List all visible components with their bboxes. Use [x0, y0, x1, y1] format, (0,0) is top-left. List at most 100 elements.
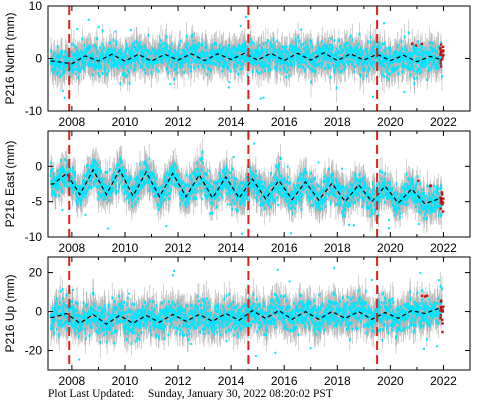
data-point: [222, 59, 225, 63]
data-point: [401, 65, 404, 69]
data-point: [187, 48, 190, 52]
flagged-point: [439, 43, 443, 46]
x-tick-label: 2018: [324, 115, 351, 129]
data-point: [324, 66, 327, 70]
data-point: [383, 59, 386, 63]
data-point: [169, 83, 172, 86]
data-point: [177, 53, 180, 57]
data-point: [401, 47, 404, 51]
data-point: [289, 48, 291, 52]
data-point: [408, 67, 411, 71]
data-point: [188, 57, 191, 61]
data-point: [65, 65, 67, 69]
data-point: [262, 42, 265, 46]
data-point: [400, 40, 403, 44]
data-point: [338, 63, 341, 67]
data-point: [174, 50, 177, 54]
data-point: [419, 67, 421, 71]
data-point: [277, 54, 280, 58]
data-point: [57, 70, 60, 74]
data-point: [127, 61, 130, 65]
data-point: [293, 62, 296, 66]
data-point: [155, 57, 158, 61]
data-point: [123, 72, 126, 76]
data-point: [365, 50, 368, 54]
data-point: [240, 49, 243, 53]
data-point: [176, 57, 179, 61]
data-point: [125, 58, 128, 62]
data-point: [217, 59, 220, 63]
data-point: [66, 59, 69, 63]
data-point: [130, 57, 133, 61]
data-point: [76, 56, 79, 60]
data-point: [167, 60, 170, 64]
data-point: [145, 48, 148, 52]
data-point: [145, 53, 148, 57]
data-point: [223, 54, 226, 58]
data-point: [260, 65, 263, 69]
data-point: [296, 54, 299, 58]
data-point: [417, 40, 420, 44]
data-point: [276, 64, 279, 68]
data-point: [266, 48, 269, 52]
data-point: [281, 56, 283, 60]
data-point: [279, 56, 282, 60]
data-point: [382, 22, 385, 25]
data-point: [186, 46, 189, 50]
data-point: [99, 46, 101, 50]
data-point: [198, 45, 201, 49]
data-point: [126, 46, 128, 50]
data-point: [231, 47, 234, 51]
data-point: [210, 69, 212, 73]
data-point: [145, 62, 148, 66]
flagged-points: [411, 42, 445, 68]
data-point: [86, 49, 89, 53]
data-point: [109, 51, 112, 55]
data-point: [412, 47, 415, 51]
data-point: [342, 60, 344, 64]
data-point: [428, 68, 431, 72]
data-point: [144, 71, 147, 75]
data-point: [330, 53, 333, 57]
data-point: [225, 51, 227, 55]
data-point: [423, 62, 426, 66]
data-point: [259, 62, 262, 66]
data-point: [201, 43, 204, 47]
data-point: [386, 75, 388, 79]
data-point: [385, 68, 388, 72]
data-point: [54, 57, 56, 61]
data-point: [107, 47, 110, 51]
data-point: [326, 55, 329, 59]
data-point: [76, 49, 79, 53]
data-point: [203, 51, 205, 55]
data-point: [128, 81, 131, 85]
data-point: [387, 64, 390, 68]
data-point: [424, 46, 427, 50]
data-point: [56, 53, 59, 57]
data-point: [260, 70, 262, 74]
data-point: [133, 52, 135, 56]
data-point: [256, 69, 258, 73]
data-point: [317, 52, 320, 56]
data-point: [137, 58, 140, 62]
data-point: [196, 60, 199, 64]
data-point: [184, 50, 187, 54]
data-point: [285, 52, 287, 56]
data-point: [206, 62, 209, 66]
data-point: [381, 60, 384, 64]
data-point: [208, 60, 211, 64]
data-point: [228, 48, 231, 52]
data-point: [355, 52, 357, 56]
data-point: [283, 68, 286, 72]
data-point: [319, 61, 321, 65]
data-point: [277, 57, 280, 61]
data-point: [397, 72, 400, 76]
data-point: [316, 41, 319, 45]
data-point: [165, 58, 168, 62]
data-point: [272, 38, 275, 42]
data-point: [339, 56, 342, 60]
data-point: [362, 66, 365, 70]
data-point: [54, 67, 57, 71]
data-point: [53, 65, 56, 69]
data-point: [343, 62, 346, 66]
